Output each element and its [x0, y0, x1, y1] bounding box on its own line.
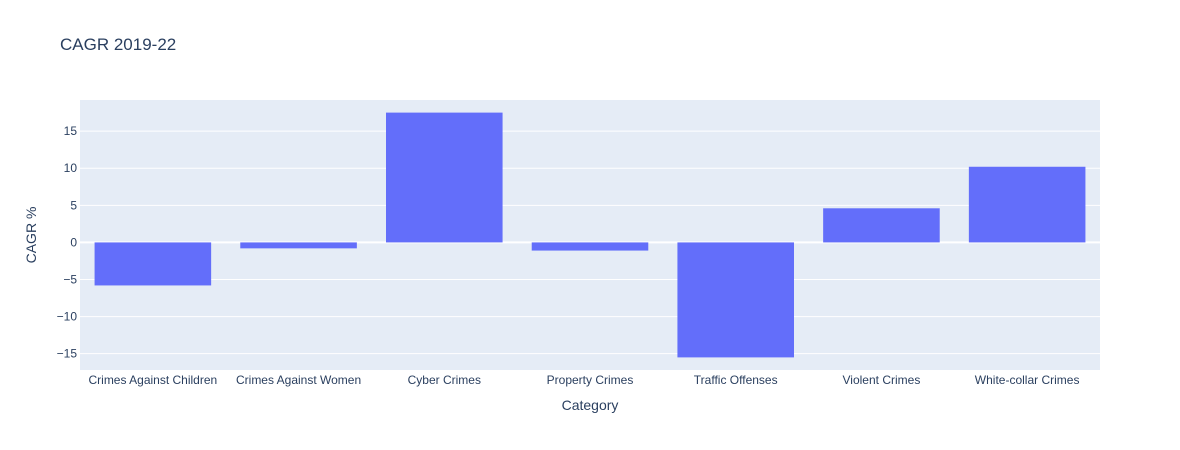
x-tick-label: Cyber Crimes — [408, 373, 481, 387]
x-tick-label: Crimes Against Children — [88, 373, 217, 387]
x-tick-label: Traffic Offenses — [694, 373, 778, 387]
x-axis-ticks: Crimes Against Children Crimes Against Wo… — [88, 373, 1079, 387]
y-tick-label: 15 — [64, 124, 78, 138]
bars — [94, 112, 1086, 358]
bar — [531, 242, 649, 251]
chart-title: CAGR 2019-22 — [60, 35, 176, 54]
y-tick-label: 0 — [70, 235, 77, 249]
y-tick-label: −5 — [63, 273, 77, 287]
y-tick-label: 10 — [64, 161, 78, 175]
x-tick-label: Property Crimes — [547, 373, 634, 387]
y-tick-label: −15 — [57, 347, 78, 361]
bar — [823, 208, 940, 243]
x-tick-label: White-collar Crimes — [975, 373, 1080, 387]
y-axis-title: CAGR % — [23, 207, 39, 264]
bar — [968, 166, 1086, 243]
y-tick-label: −10 — [57, 310, 78, 324]
plot-area — [80, 100, 1100, 370]
y-axis-ticks: −15 −10 −5 0 5 10 15 — [57, 124, 78, 361]
x-tick-label: Violent Crimes — [843, 373, 921, 387]
bar — [94, 242, 212, 286]
x-tick-label: Crimes Against Women — [236, 373, 361, 387]
y-tick-label: 5 — [70, 198, 77, 212]
x-axis-title: Category — [562, 397, 619, 413]
bar — [240, 242, 357, 249]
bar — [677, 242, 794, 358]
bar — [386, 112, 503, 243]
